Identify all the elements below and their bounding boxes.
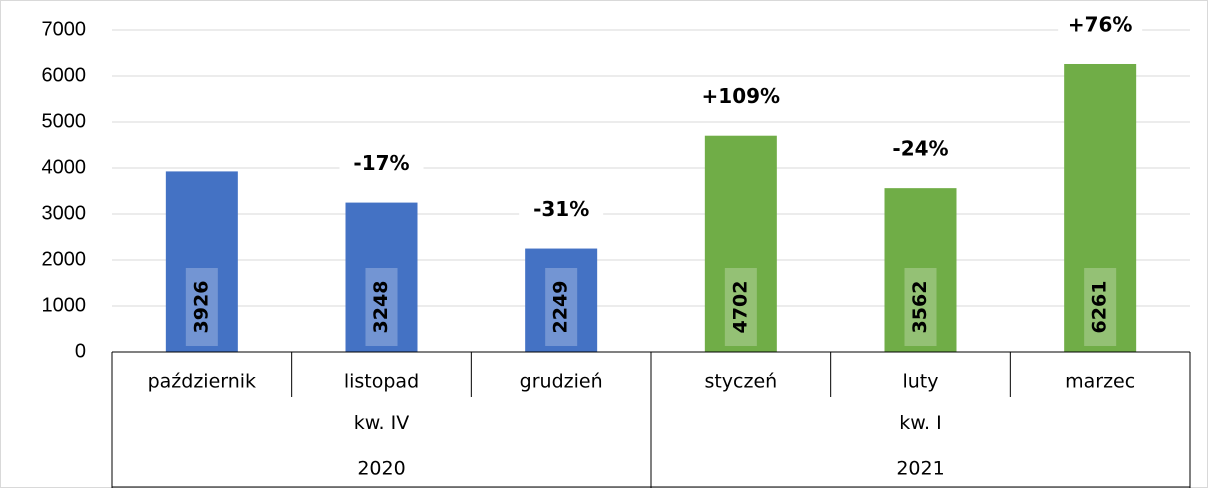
annotation: -24% xyxy=(892,137,948,161)
value-label: 3562 xyxy=(909,281,931,334)
group-label: kw. I xyxy=(899,412,941,434)
bar xyxy=(345,202,418,352)
x-tick-label: marzec xyxy=(1065,371,1135,393)
y-tick-label: 4000 xyxy=(42,156,87,178)
supergroup-label: 2020 xyxy=(357,458,405,480)
x-tick-label: grudzień xyxy=(520,371,603,393)
group-label: kw. IV xyxy=(354,412,409,434)
bar xyxy=(884,188,957,352)
x-tick-label: styczeń xyxy=(704,371,777,393)
y-tick-label: 7000 xyxy=(42,18,87,40)
value-label-box xyxy=(1084,268,1117,346)
value-label-box xyxy=(724,268,757,346)
annotation-box xyxy=(878,135,963,166)
x-tick-label: luty xyxy=(902,371,938,393)
value-label-box xyxy=(185,268,218,346)
y-tick-label: 5000 xyxy=(42,110,87,132)
annotation: +109% xyxy=(702,84,781,108)
supergroup-label: 2021 xyxy=(896,458,944,480)
y-tick-label: 2000 xyxy=(42,248,87,270)
value-label: 3926 xyxy=(190,281,212,334)
value-label: 6261 xyxy=(1089,281,1111,334)
annotation-box xyxy=(519,195,604,226)
annotation: +76% xyxy=(1068,12,1133,36)
annotation-box xyxy=(339,149,424,180)
bar xyxy=(525,248,598,352)
bar xyxy=(1064,63,1137,353)
annotation-box xyxy=(698,82,783,113)
x-tick-label: listopad xyxy=(344,371,419,393)
x-tick-label: październik xyxy=(148,371,256,393)
value-label-box xyxy=(545,268,578,346)
bar xyxy=(704,135,777,352)
value-label-box xyxy=(904,268,937,346)
bar xyxy=(165,171,238,352)
y-tick-label: 0 xyxy=(75,340,86,362)
value-label: 4702 xyxy=(729,281,751,334)
y-tick-label: 1000 xyxy=(42,294,87,316)
annotation: -17% xyxy=(353,151,409,175)
value-label: 3248 xyxy=(370,281,392,334)
annotation-box xyxy=(1058,10,1143,41)
value-label: 2249 xyxy=(550,281,572,334)
annotation: -31% xyxy=(533,197,589,221)
y-tick-label: 3000 xyxy=(42,202,87,224)
value-label-box xyxy=(365,268,398,346)
y-tick-label: 6000 xyxy=(42,64,87,86)
